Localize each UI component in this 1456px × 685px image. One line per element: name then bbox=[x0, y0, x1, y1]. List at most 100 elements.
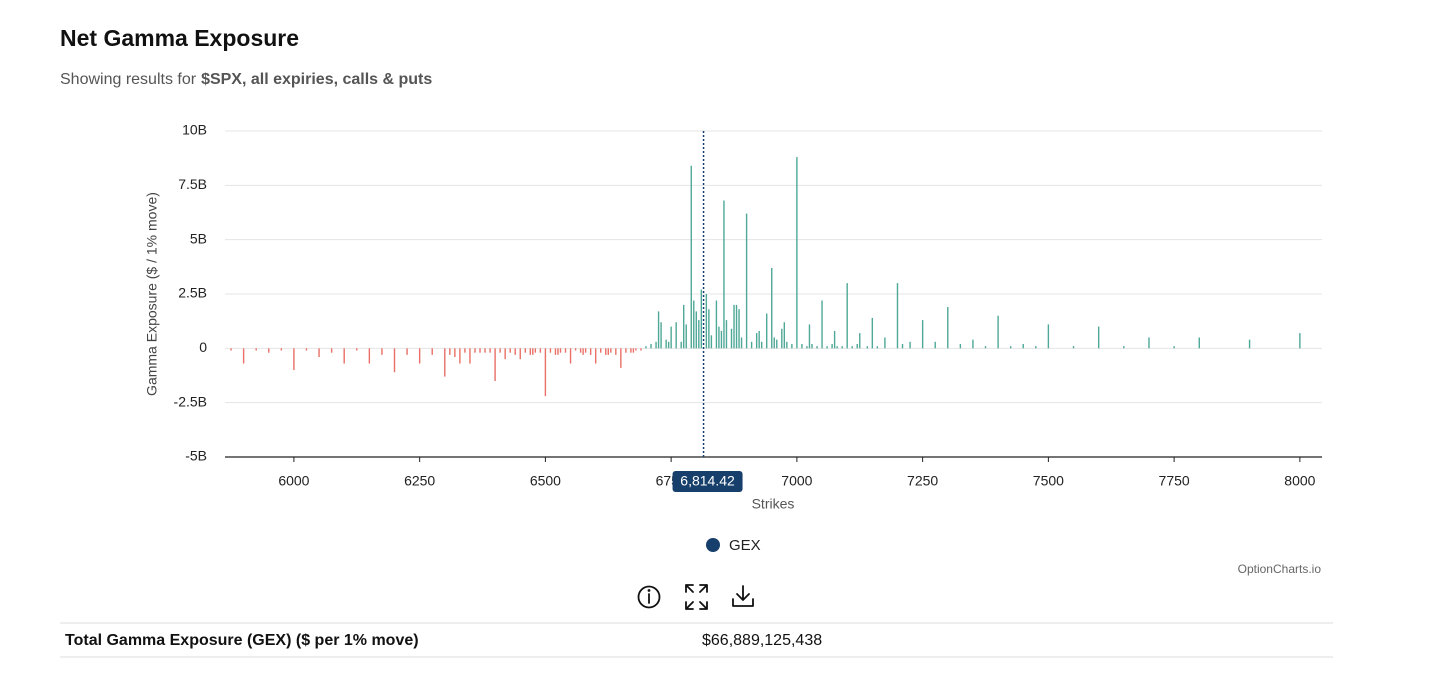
y-tick-label: -5B bbox=[185, 448, 207, 464]
bar bbox=[745, 213, 748, 349]
bar bbox=[781, 328, 783, 349]
bar bbox=[650, 343, 652, 349]
bar bbox=[655, 341, 657, 349]
bar bbox=[529, 348, 532, 355]
bar bbox=[431, 348, 433, 355]
bar bbox=[791, 343, 793, 349]
bar bbox=[539, 348, 542, 353]
bar bbox=[876, 346, 879, 349]
bar bbox=[1173, 346, 1175, 349]
bar bbox=[1035, 346, 1037, 349]
bar bbox=[620, 348, 622, 368]
legend-marker[interactable] bbox=[706, 538, 720, 552]
bar bbox=[705, 294, 708, 349]
bar bbox=[1248, 339, 1251, 349]
bar bbox=[381, 348, 383, 355]
bar bbox=[1009, 346, 1012, 349]
legend-label[interactable]: GEX bbox=[729, 537, 761, 554]
bar bbox=[635, 348, 637, 351]
bar bbox=[632, 348, 635, 353]
bar bbox=[826, 346, 828, 349]
bar bbox=[554, 348, 557, 355]
bar bbox=[559, 348, 562, 353]
bar bbox=[610, 348, 612, 353]
bar bbox=[710, 335, 713, 349]
y-tick-label: 10B bbox=[182, 122, 207, 138]
bar bbox=[549, 348, 552, 353]
fullscreen-button[interactable] bbox=[685, 584, 708, 610]
bar bbox=[695, 311, 697, 349]
bar bbox=[760, 341, 763, 349]
bar bbox=[660, 322, 662, 349]
y-tick-label: 7.5B bbox=[178, 176, 207, 192]
x-tick-label: 7500 bbox=[1033, 473, 1064, 489]
bar bbox=[343, 348, 345, 364]
bar bbox=[519, 348, 521, 360]
bar bbox=[459, 348, 461, 364]
y-axis-label: Gamma Exposure ($ / 1% move) bbox=[144, 192, 160, 396]
bar bbox=[1097, 326, 1100, 349]
bar bbox=[831, 343, 833, 349]
subtitle: Showing results for $SPX, all expiries, c… bbox=[60, 71, 432, 88]
download-button[interactable] bbox=[732, 585, 754, 607]
bar bbox=[504, 348, 506, 360]
bar bbox=[406, 348, 408, 355]
bar bbox=[836, 346, 838, 349]
bar bbox=[811, 343, 813, 349]
x-axis-label: Strikes bbox=[752, 496, 795, 512]
bar bbox=[771, 267, 773, 349]
bar bbox=[680, 341, 682, 349]
bar bbox=[318, 348, 320, 358]
bar bbox=[833, 330, 836, 349]
bar bbox=[921, 320, 924, 349]
x-tick-label: 6000 bbox=[278, 473, 309, 489]
bar bbox=[630, 348, 632, 353]
bar bbox=[733, 304, 735, 349]
bar bbox=[776, 339, 778, 349]
spot-label-box bbox=[672, 471, 743, 492]
spot-label: 6,814.42 bbox=[680, 473, 735, 489]
bar bbox=[675, 322, 677, 349]
bar bbox=[584, 348, 587, 353]
bar bbox=[909, 341, 911, 349]
bar bbox=[859, 333, 861, 349]
bar bbox=[786, 341, 788, 349]
bar bbox=[469, 348, 471, 364]
bar bbox=[896, 283, 899, 349]
bar bbox=[532, 348, 534, 355]
bar bbox=[509, 348, 511, 353]
bar bbox=[454, 348, 456, 358]
bar bbox=[738, 309, 740, 349]
bar bbox=[444, 348, 446, 377]
bar bbox=[557, 348, 559, 355]
info-button[interactable] bbox=[637, 585, 661, 609]
bar bbox=[816, 346, 818, 349]
x-tick-label: 8000 bbox=[1284, 473, 1315, 489]
bar bbox=[569, 348, 572, 364]
bar bbox=[293, 348, 295, 371]
x-tick-label: 7000 bbox=[781, 473, 812, 489]
bar bbox=[1072, 346, 1075, 349]
page-title: Net Gamma Exposure bbox=[60, 25, 299, 51]
bar bbox=[693, 300, 695, 349]
bar bbox=[750, 341, 753, 349]
bar bbox=[1198, 337, 1200, 349]
bar bbox=[934, 341, 936, 349]
bar bbox=[242, 348, 245, 364]
bar bbox=[808, 324, 811, 349]
bar bbox=[640, 348, 642, 351]
bar bbox=[755, 333, 758, 349]
subtitle-prefix: Showing results for bbox=[60, 71, 197, 88]
bar bbox=[984, 346, 987, 349]
bar bbox=[735, 304, 738, 349]
bar bbox=[947, 307, 949, 349]
bar bbox=[255, 348, 257, 351]
bar bbox=[489, 348, 491, 353]
bar bbox=[615, 348, 617, 355]
bar bbox=[544, 348, 547, 397]
bar bbox=[972, 339, 974, 349]
bar bbox=[806, 346, 808, 349]
bar bbox=[698, 320, 700, 349]
